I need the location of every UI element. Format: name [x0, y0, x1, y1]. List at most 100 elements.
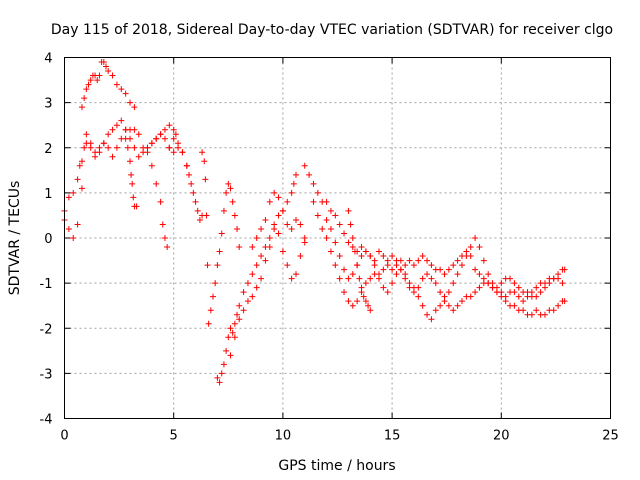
data-point [157, 198, 164, 205]
data-point [166, 122, 173, 129]
data-point [358, 284, 365, 291]
data-point [127, 158, 134, 165]
data-point [231, 212, 238, 219]
data-point [214, 262, 221, 269]
data-point [336, 253, 343, 260]
data-point [345, 298, 352, 305]
data-point [92, 153, 99, 160]
data-point [437, 289, 444, 296]
data-point [109, 126, 116, 133]
data-point [70, 189, 77, 196]
data-point [194, 207, 201, 214]
data-point [279, 248, 286, 255]
y-tick-label: 4 [44, 52, 52, 67]
x-tick-label: 20 [493, 429, 510, 444]
data-point [175, 140, 182, 147]
data-point [314, 212, 321, 219]
data-point [220, 207, 227, 214]
data-point [467, 244, 474, 251]
data-point [236, 244, 243, 251]
x-tick-label: 0 [60, 429, 68, 444]
data-point [227, 352, 234, 359]
data-point [225, 334, 232, 341]
data-point [109, 72, 116, 79]
data-point [223, 189, 230, 196]
x-tick-label: 10 [275, 429, 292, 444]
data-point [489, 280, 496, 287]
data-point [130, 194, 137, 201]
series-trace-9 [214, 225, 308, 386]
data-point [131, 126, 138, 133]
x-tick-label: 15 [384, 429, 401, 444]
data-point [161, 135, 168, 142]
y-tick-label: -3 [40, 367, 53, 382]
data-point [275, 194, 282, 201]
data-point [164, 244, 171, 251]
data-point [293, 171, 300, 178]
data-point [463, 253, 470, 260]
data-point [234, 225, 241, 232]
data-point [94, 77, 101, 84]
data-point [341, 289, 348, 296]
data-point [293, 271, 300, 278]
data-point [122, 90, 129, 97]
data-point [393, 257, 400, 264]
data-point [244, 298, 251, 305]
data-point [102, 63, 109, 70]
data-point [122, 135, 129, 142]
data-point [380, 284, 387, 291]
data-point [362, 298, 369, 305]
data-point [249, 293, 256, 300]
data-point [236, 316, 243, 323]
data-point [528, 311, 535, 318]
data-point [78, 185, 85, 192]
series-trace-11 [249, 189, 308, 251]
data-point [345, 207, 352, 214]
data-point [384, 257, 391, 264]
data-point [83, 131, 90, 138]
data-point [476, 271, 483, 278]
data-point [561, 266, 568, 273]
y-tick-label: -2 [40, 322, 53, 337]
data-point [319, 225, 326, 232]
data-point [476, 284, 483, 291]
data-point [301, 162, 308, 169]
series-trace-15 [345, 207, 374, 314]
data-point [332, 262, 339, 269]
data-point [290, 180, 297, 187]
data-point [354, 262, 361, 269]
data-point [148, 162, 155, 169]
data-point [100, 59, 107, 66]
data-point [105, 144, 112, 151]
data-point [360, 293, 367, 300]
data-point [157, 131, 164, 138]
data-point [537, 289, 544, 296]
data-point [284, 262, 291, 269]
data-point [113, 122, 120, 129]
data-point [223, 347, 230, 354]
data-point [323, 198, 330, 205]
data-point [424, 271, 431, 278]
data-point [185, 171, 192, 178]
y-tick-label: -1 [40, 277, 53, 292]
data-point [323, 235, 330, 241]
data-point [454, 257, 461, 264]
data-point [297, 221, 304, 228]
data-point [347, 221, 354, 228]
data-point [133, 203, 140, 210]
data-point [153, 135, 160, 142]
data-point [190, 189, 197, 196]
data-point [225, 180, 232, 187]
data-point [253, 284, 260, 291]
y-tick-label: 0 [44, 232, 52, 247]
data-point [445, 289, 452, 296]
data-point [367, 275, 374, 282]
data-point [415, 284, 422, 291]
data-point [450, 262, 457, 269]
data-point [258, 253, 265, 260]
data-point [284, 221, 291, 228]
data-point [432, 280, 439, 287]
data-point [288, 225, 295, 232]
data-point [148, 140, 155, 147]
data-point [406, 284, 413, 291]
